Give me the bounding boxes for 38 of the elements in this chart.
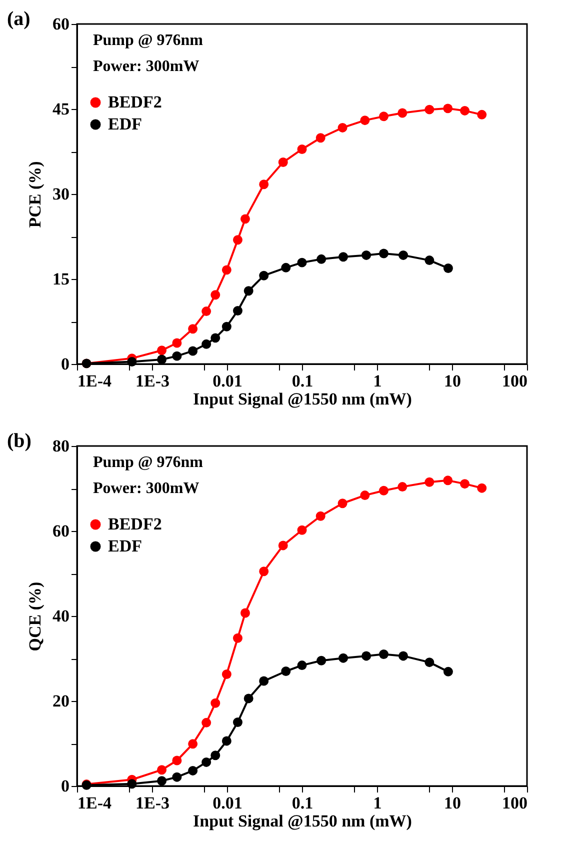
- x-tick-label: 100: [502, 372, 528, 390]
- y-tick-label: 40: [52, 606, 70, 626]
- x-tick-label: 1E-4: [78, 372, 112, 390]
- x-tick-label: 1: [373, 794, 382, 812]
- x-axis-title: Input Signal @1550 nm (mW): [193, 390, 412, 408]
- legend-label: EDF: [108, 536, 142, 556]
- y-tick-label: 80: [52, 436, 70, 456]
- legend-label: BEDF2: [108, 514, 162, 534]
- x-tick-label: 1: [373, 372, 382, 390]
- chart-title: (a): [7, 8, 30, 30]
- x-tick-label: 1E-3: [136, 372, 170, 390]
- annotation: Power: 300mW: [93, 480, 200, 497]
- x-tick-label: 0.1: [292, 794, 314, 812]
- x-tick-label: 10: [444, 794, 461, 812]
- x-tick-label: 1E-4: [78, 794, 112, 812]
- x-tick-label: 1E-3: [136, 794, 170, 812]
- y-tick-label: 45: [52, 100, 70, 118]
- y-tick-label: 15: [52, 270, 70, 288]
- x-tick-label: 0.01: [212, 372, 242, 390]
- y-axis-title: PCE (%): [26, 161, 44, 228]
- x-tick-label: 10: [444, 372, 461, 390]
- legend-label: BEDF2: [108, 92, 162, 112]
- annotation: Pump @ 976nm: [93, 32, 204, 49]
- annotation: Pump @ 976nm: [93, 454, 204, 471]
- x-axis-title: Input Signal @1550 nm (mW): [193, 812, 412, 830]
- y-tick-label: 60: [52, 522, 70, 540]
- x-tick-label: 0.1: [292, 372, 314, 390]
- y-tick-label: 60: [52, 14, 70, 34]
- annotation: Power: 300mW: [93, 58, 200, 75]
- legend-label: EDF: [108, 114, 142, 134]
- y-axis-title: QCE (%): [26, 582, 44, 652]
- y-tick-label: 0: [61, 354, 70, 374]
- y-tick-label: 0: [61, 776, 70, 796]
- y-tick-label: 30: [52, 184, 70, 204]
- x-tick-label: 100: [502, 794, 528, 812]
- x-tick-label: 0.01: [212, 794, 242, 812]
- chart-title: (b): [7, 430, 32, 452]
- y-tick-label: 20: [52, 692, 70, 710]
